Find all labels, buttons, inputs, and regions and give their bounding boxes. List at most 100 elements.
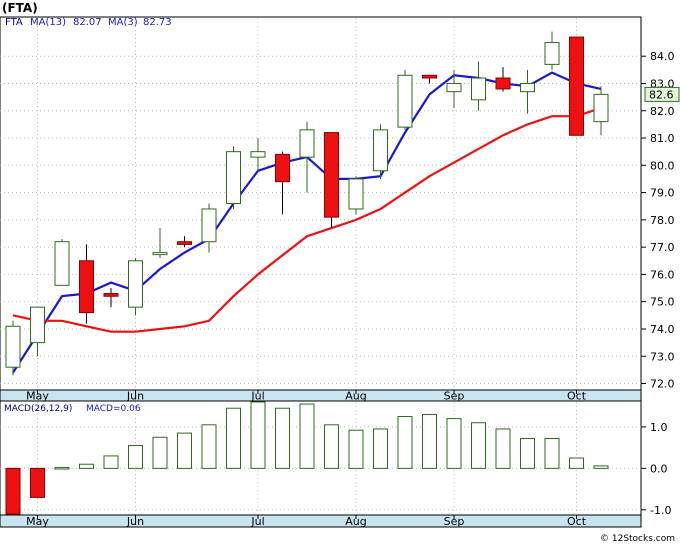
candle	[103, 288, 119, 308]
price-x-label: Jun	[126, 390, 144, 403]
price-legend-ma13-value: 82.07	[73, 17, 102, 28]
candle-body	[593, 93, 609, 123]
candle-body	[495, 77, 511, 90]
candle-body	[544, 42, 560, 65]
candle	[250, 138, 266, 171]
macd-bar	[201, 424, 217, 469]
price-y-tick-label: 76.0	[650, 268, 675, 281]
macd-x-label: Jun	[126, 515, 144, 528]
candle-body	[54, 241, 70, 286]
macd-bar	[593, 465, 609, 469]
macd-bar	[5, 467, 21, 515]
watermark: © 12Stocks.com	[600, 534, 675, 544]
candle	[128, 258, 143, 316]
macd-y-tick-label: 0.0	[650, 462, 668, 475]
candle-body	[520, 82, 535, 93]
candle	[446, 69, 462, 109]
macd-bar	[299, 403, 315, 469]
price-y-tick-label: 74.0	[650, 323, 675, 336]
macd-legend-params: MACD(26,12,9)	[4, 404, 72, 414]
price-panel-frame	[0, 16, 642, 391]
candle	[201, 203, 217, 253]
macd-histogram	[5, 401, 609, 515]
candle-body	[201, 208, 217, 243]
ma3-line	[12, 106, 602, 333]
macd-bar	[471, 422, 486, 469]
macd-bar	[520, 438, 535, 469]
last-price-tag: 82.6	[644, 86, 680, 102]
macd-bar	[30, 467, 45, 498]
macd-bar	[103, 455, 119, 469]
candle	[593, 86, 609, 136]
price-y-tick-label: 72.0	[650, 378, 675, 391]
macd-bar	[348, 429, 364, 469]
price-x-label: May	[26, 390, 49, 403]
candle-body	[422, 74, 437, 79]
macd-bar	[373, 428, 388, 469]
candle-body	[569, 36, 584, 136]
candle-body	[324, 132, 339, 218]
macd-bar	[177, 432, 192, 469]
price-legend-ma3-label: MA(3)	[108, 17, 138, 28]
macd-x-label: Oct	[567, 515, 587, 528]
candle-body	[128, 260, 143, 308]
macd-bar	[275, 407, 290, 469]
candle	[373, 124, 388, 179]
price-y-tick-label: 75.0	[650, 296, 675, 309]
candle-body	[373, 129, 388, 172]
last-price-value: 82.6	[649, 88, 674, 101]
macd-x-label: Jul	[250, 515, 264, 528]
macd-legend-value: MACD=0.06	[86, 404, 141, 414]
price-x-label: Aug	[345, 390, 366, 403]
candle-body	[250, 151, 266, 158]
macd-bar	[422, 413, 437, 469]
candle-body	[348, 178, 364, 210]
candle	[471, 61, 486, 111]
macd-x-axis-bar	[0, 514, 642, 528]
macd-y-axis: 1.0 0.0 -1.0	[641, 421, 671, 517]
candle	[422, 74, 437, 84]
candle-body	[5, 325, 21, 368]
candle-body	[152, 252, 168, 256]
candle	[569, 36, 584, 136]
price-gridlines	[0, 18, 641, 389]
candle	[30, 306, 45, 357]
macd-bar	[569, 457, 584, 469]
macd-x-axis-labels: May Jun Jul Aug Sep Oct	[26, 515, 587, 528]
macd-bar	[544, 438, 560, 469]
candle-body	[79, 260, 94, 314]
price-legend-ma13-label: MA(13)	[30, 17, 66, 28]
macd-bar	[250, 401, 266, 469]
candle-body	[103, 293, 119, 297]
macd-bar	[495, 428, 511, 469]
price-y-tick-label: 73.0	[650, 350, 675, 363]
candle-body	[397, 74, 413, 128]
candle	[5, 320, 21, 376]
candle-body	[471, 77, 486, 101]
macd-bar	[446, 418, 462, 469]
candle	[495, 67, 511, 92]
candle	[520, 69, 535, 114]
price-y-tick-label: 77.0	[650, 241, 675, 254]
candle	[177, 236, 192, 248]
price-y-tick-label: 80.0	[650, 159, 675, 172]
candle-body	[177, 241, 192, 245]
price-y-tick-label: 84.0	[650, 50, 675, 63]
macd-x-label: Aug	[345, 515, 366, 528]
candle-body	[446, 82, 462, 93]
candle	[226, 146, 241, 209]
candle-body	[226, 151, 241, 204]
candlesticks	[5, 31, 609, 376]
candle	[348, 176, 364, 215]
candle	[397, 69, 413, 130]
candle-body	[30, 306, 45, 344]
macd-y-tick-label: 1.0	[650, 421, 668, 434]
price-x-label: Sep	[444, 390, 465, 403]
candle	[79, 244, 94, 324]
candle	[54, 238, 70, 286]
candle-body	[275, 153, 290, 183]
macd-bar	[152, 436, 168, 469]
macd-y-tick-label: -1.0	[650, 504, 671, 517]
